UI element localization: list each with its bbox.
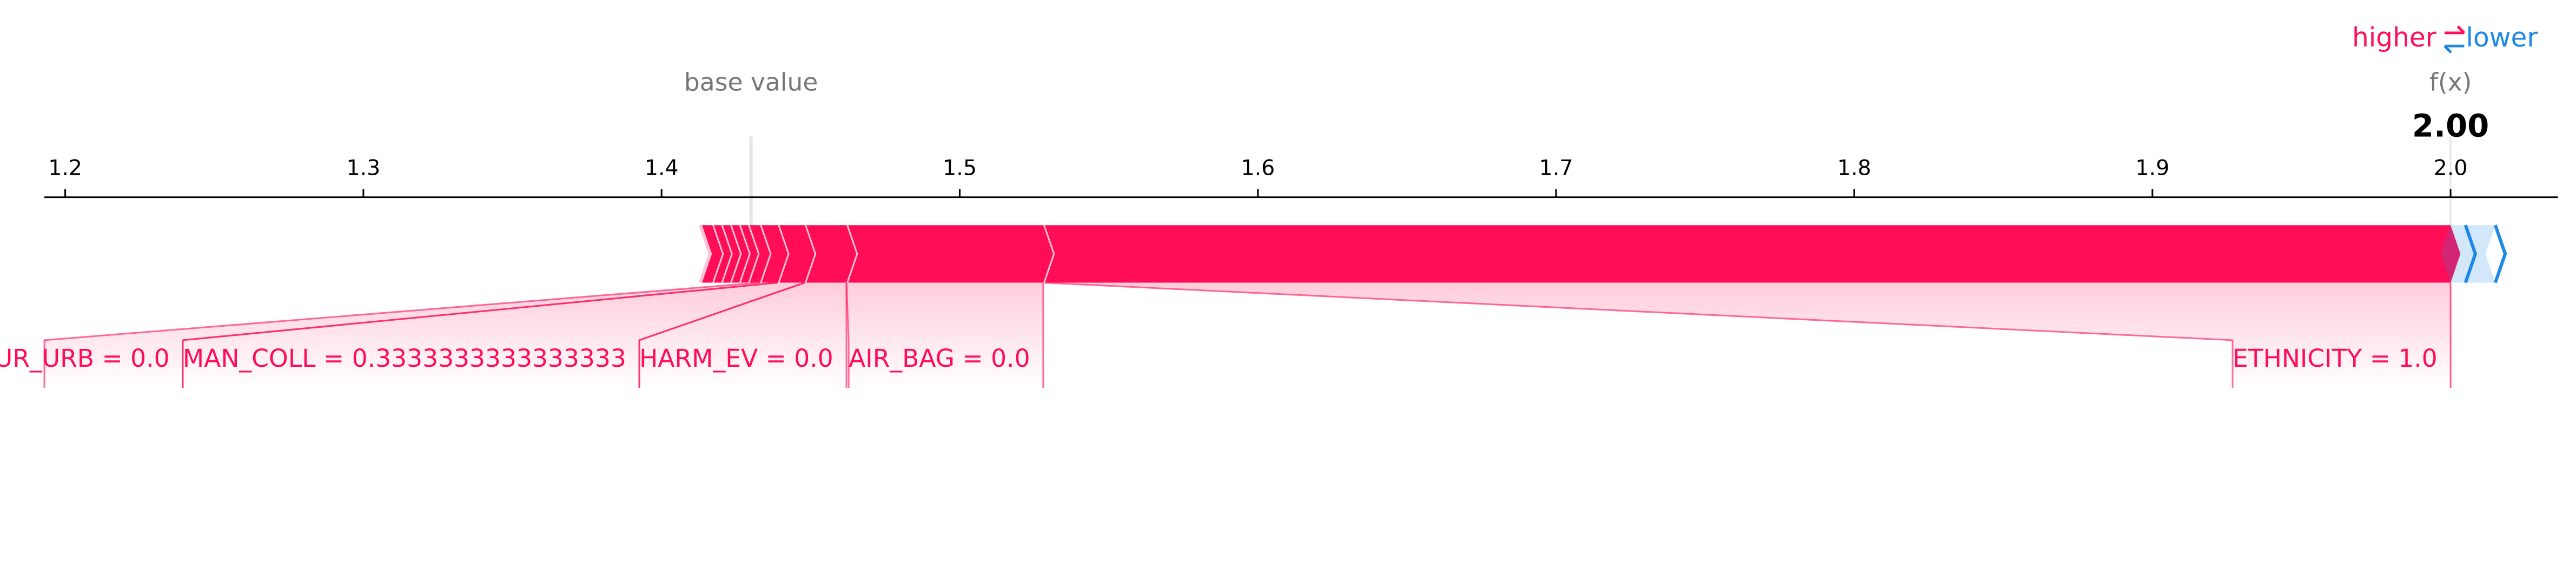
force-segment <box>721 225 740 283</box>
label-connector <box>182 282 778 341</box>
label-connector <box>639 282 805 341</box>
output-name: f(x) <box>2429 68 2472 96</box>
feature-label: RUR_URB = 0.0 <box>0 344 170 373</box>
x-tick-label: 1.5 <box>943 155 977 180</box>
force-segment <box>2440 225 2466 283</box>
x-tick-label: 1.3 <box>347 155 381 180</box>
x-tick-label: 1.4 <box>645 155 679 180</box>
labels <box>43 282 2452 388</box>
legend-arrows <box>2443 25 2466 54</box>
segment-separator <box>2493 224 2507 283</box>
feature-label: ETHNICITY = 1.0 <box>2233 344 2438 373</box>
segment-separator <box>699 224 712 283</box>
base-value-label: base value <box>684 68 818 96</box>
feature-label: MAN_COLL = 0.3333333333333333 <box>183 344 626 373</box>
label-connector <box>1043 282 2233 341</box>
force-segment <box>1043 225 2461 283</box>
feature-label: AIR_BAG = 0.0 <box>849 344 1030 373</box>
feature-label: HARM_EV = 0.0 <box>639 344 833 373</box>
x-tick-label: 1.6 <box>1241 155 1275 180</box>
label-fade <box>1043 282 2451 388</box>
segment-separator <box>2464 224 2478 283</box>
label-fade <box>639 282 847 388</box>
force-segment <box>739 225 758 283</box>
force-segment <box>804 225 857 283</box>
x-tick-label: 1.9 <box>2135 155 2169 180</box>
x-tick-label: 1.7 <box>1539 155 1573 180</box>
force-segment <box>730 225 749 283</box>
legend-higher: higher <box>2352 23 2436 53</box>
x-tick-label: 1.2 <box>48 155 82 180</box>
force-segment <box>778 225 815 283</box>
force-segment <box>712 225 731 283</box>
output-value: 2.00 <box>2412 108 2489 144</box>
x-tick-label: 2.0 <box>2434 155 2468 180</box>
force-segment <box>846 225 1054 283</box>
label-fade <box>44 282 778 388</box>
force-segment <box>2455 225 2495 283</box>
force-segment <box>760 225 788 283</box>
x-tick-label: 1.8 <box>1837 155 1871 180</box>
label-connector <box>44 282 760 341</box>
label-fade <box>846 282 1043 388</box>
legend-lower: lower <box>2466 23 2538 53</box>
label-fade <box>182 282 805 388</box>
